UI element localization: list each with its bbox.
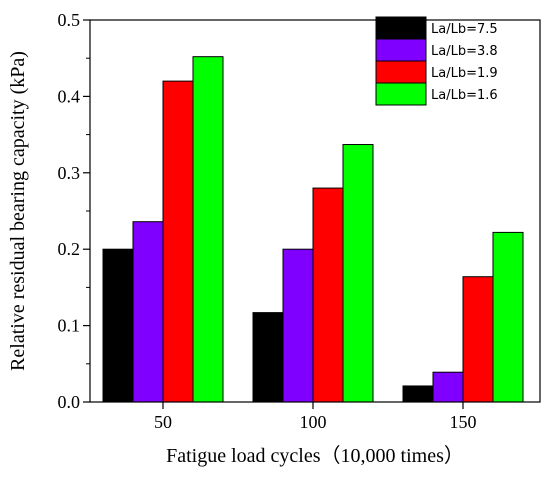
bar-la-lb-7.5-150 (402, 385, 434, 403)
legend-swatch (375, 16, 427, 40)
y-axis: 0.0 0.1 0.2 0.3 0.4 0.5 (58, 10, 90, 412)
legend-swatch (375, 82, 427, 106)
legend: La/Lb=7.5 La/Lb=3.8 La/Lb=1.9 La/Lb=1.6 (375, 16, 498, 106)
x-tick-label: 150 (450, 412, 477, 432)
bar-la-lb-3.8-100 (282, 248, 314, 403)
bar-la-lb-1.6-100 (342, 144, 374, 403)
y-tick-label: 0.0 (58, 392, 81, 412)
y-tick-label: 0.2 (58, 239, 81, 259)
bar-la-lb-1.6-150 (492, 231, 524, 403)
x-axis: 50 100 150 (154, 402, 477, 432)
legend-label: La/Lb=7.5 (431, 22, 498, 37)
legend-label: La/Lb=1.9 (431, 66, 498, 81)
legend-label: La/Lb=3.8 (431, 44, 498, 59)
x-axis-title: Fatigue load cycles（10,000 times） (166, 444, 464, 467)
bar-la-lb-7.5-100 (252, 312, 284, 403)
plot-area (102, 56, 524, 403)
bar-la-lb-1.9-50 (162, 80, 194, 403)
y-axis-title: Relative residual bearing capacity (kPa) (7, 51, 29, 371)
legend-swatch (375, 60, 427, 84)
bar-la-lb-3.8-150 (432, 371, 464, 403)
y-tick-label: 0.4 (58, 86, 81, 106)
y-tick-label: 0.3 (58, 163, 81, 183)
legend-swatch (375, 38, 427, 62)
bar-la-lb-3.8-50 (132, 221, 164, 403)
x-tick-label: 50 (154, 412, 172, 432)
bar-la-lb-1.9-150 (462, 276, 494, 403)
bar-la-lb-1.6-50 (192, 56, 224, 403)
bar-la-lb-7.5-50 (102, 248, 134, 403)
bar-la-lb-1.9-100 (312, 187, 344, 403)
x-tick-label: 100 (300, 412, 327, 432)
y-tick-label: 0.5 (58, 10, 81, 30)
legend-label: La/Lb=1.6 (431, 88, 498, 103)
y-tick-label: 0.1 (58, 316, 81, 336)
